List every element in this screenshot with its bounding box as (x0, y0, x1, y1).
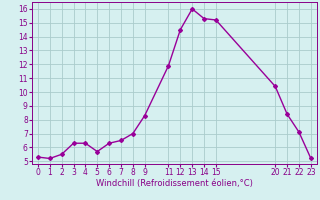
X-axis label: Windchill (Refroidissement éolien,°C): Windchill (Refroidissement éolien,°C) (96, 179, 253, 188)
